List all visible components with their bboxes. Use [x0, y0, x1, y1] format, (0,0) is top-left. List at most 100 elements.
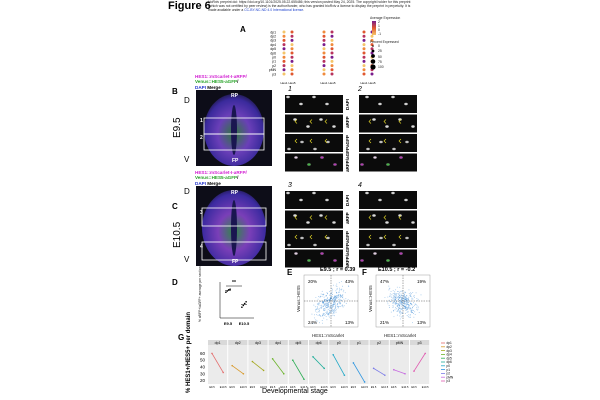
scatter-point [327, 299, 329, 301]
scatter-point [404, 307, 406, 309]
scatter-point [408, 304, 410, 306]
crop-cell [366, 243, 370, 247]
scatter-point [406, 301, 408, 303]
scatter-point [387, 303, 389, 305]
scatter-point [315, 319, 317, 321]
legend-hes5: Venus::HES5-aGFP [195, 175, 238, 181]
crop-arrow [398, 234, 402, 240]
scatter-point [406, 306, 408, 308]
scatter-point [396, 314, 398, 316]
scatter-point [410, 308, 411, 310]
crop-arrow [398, 215, 402, 220]
scatter-point [333, 310, 335, 312]
crop-tile [359, 95, 417, 113]
scatter-point [387, 301, 389, 303]
panel-d-chart: ** E9.5 E10.5 [219, 280, 254, 326]
d-tick: E9.5 [224, 321, 233, 326]
g-x-tick: E9.5 [411, 385, 417, 389]
scatter-point [405, 292, 407, 293]
dotplot-dot [290, 34, 294, 38]
g-point [372, 367, 375, 370]
scatter-point [329, 309, 331, 311]
legend-slash: / [237, 175, 239, 181]
scatter-point [389, 294, 391, 296]
dotplot-dot [330, 64, 334, 68]
scatter-point [333, 303, 335, 305]
scatter-point [399, 307, 401, 309]
g-y-tick: 50 [200, 358, 206, 363]
license-link[interactable]: CC-BY-NC-ND 4.0 International license [244, 8, 304, 13]
g-series-line [332, 354, 345, 376]
scatter-point [391, 297, 393, 299]
g-facet-label: dp1 [215, 341, 221, 345]
scatter-point [409, 303, 411, 305]
scatter-point [324, 309, 326, 311]
dotplot-dot [322, 72, 326, 76]
scatter-point [400, 305, 402, 307]
b-row-arfp: aRFP [345, 116, 350, 128]
g-legend-label: p3 [447, 379, 451, 383]
crop-cell [333, 163, 337, 166]
crop-arrow [383, 138, 387, 144]
scatter-point [326, 307, 328, 309]
expr-tick: 2 [378, 20, 380, 24]
scatter-point [410, 314, 412, 316]
scatter-point [324, 304, 326, 306]
g-facet-panel [268, 345, 288, 384]
scatter-point [342, 295, 344, 297]
scatter-point [329, 316, 331, 318]
g-legend-label: dp5 [447, 356, 453, 360]
scatter-point [400, 299, 402, 301]
panel-b-box2: 2 [200, 135, 203, 141]
g-legend-label: dp2 [447, 345, 453, 349]
crop-cell [373, 156, 377, 159]
crop-tile [285, 134, 343, 152]
scatter-point [407, 315, 409, 317]
scatter-point [333, 304, 335, 306]
g-x-tick: E10.5 [341, 385, 348, 389]
scatter-point [337, 295, 339, 296]
scatter-point [324, 302, 326, 304]
scatter-point [347, 299, 349, 301]
crop3-title: 3 [288, 182, 292, 189]
scatter-point [321, 295, 323, 297]
scatter-point [414, 303, 416, 305]
scatter-point [341, 305, 343, 307]
crop-arrow [324, 119, 328, 124]
scatter-point [411, 297, 413, 299]
scatter-point [342, 297, 343, 298]
scatter-point [318, 302, 319, 304]
crop-cell [392, 147, 396, 151]
scatter-point [402, 307, 403, 309]
scatter-point [405, 297, 407, 299]
crop-cell [312, 95, 316, 99]
crop-tile [359, 230, 417, 248]
scatter-point [413, 302, 415, 304]
panel-a-label: A [240, 25, 246, 34]
g-facet-panel [369, 345, 389, 384]
dotplot-row-label: p1 [272, 60, 276, 64]
scatter-point [399, 312, 400, 314]
crop-cell [373, 252, 377, 255]
scatter-point [390, 296, 392, 298]
g-point [332, 353, 334, 356]
dotplot-dot [282, 38, 286, 42]
d-tick: E10.5 [239, 321, 250, 326]
d-point [229, 288, 231, 290]
scatter-point [388, 289, 390, 291]
dotplot-x-label: Hes5 [328, 81, 335, 85]
f-q-tr: 19% [417, 279, 426, 284]
scatter-point [314, 306, 316, 308]
scatter-point [384, 297, 386, 298]
crop-cell [365, 95, 369, 99]
scatter-point [322, 312, 324, 314]
g-y-tick: 60 [200, 351, 206, 356]
panel-c-legend: HES1::mScarlet-I-aRFP/ Venus::HES5-aGFP/… [195, 170, 285, 186]
scatter-point [407, 302, 408, 303]
scatter-point [404, 298, 406, 300]
g-facet-panel [349, 345, 369, 384]
crop-cell [313, 243, 317, 247]
scatter-point [412, 292, 414, 294]
scatter-point [413, 297, 415, 299]
scatter-point [341, 295, 343, 297]
